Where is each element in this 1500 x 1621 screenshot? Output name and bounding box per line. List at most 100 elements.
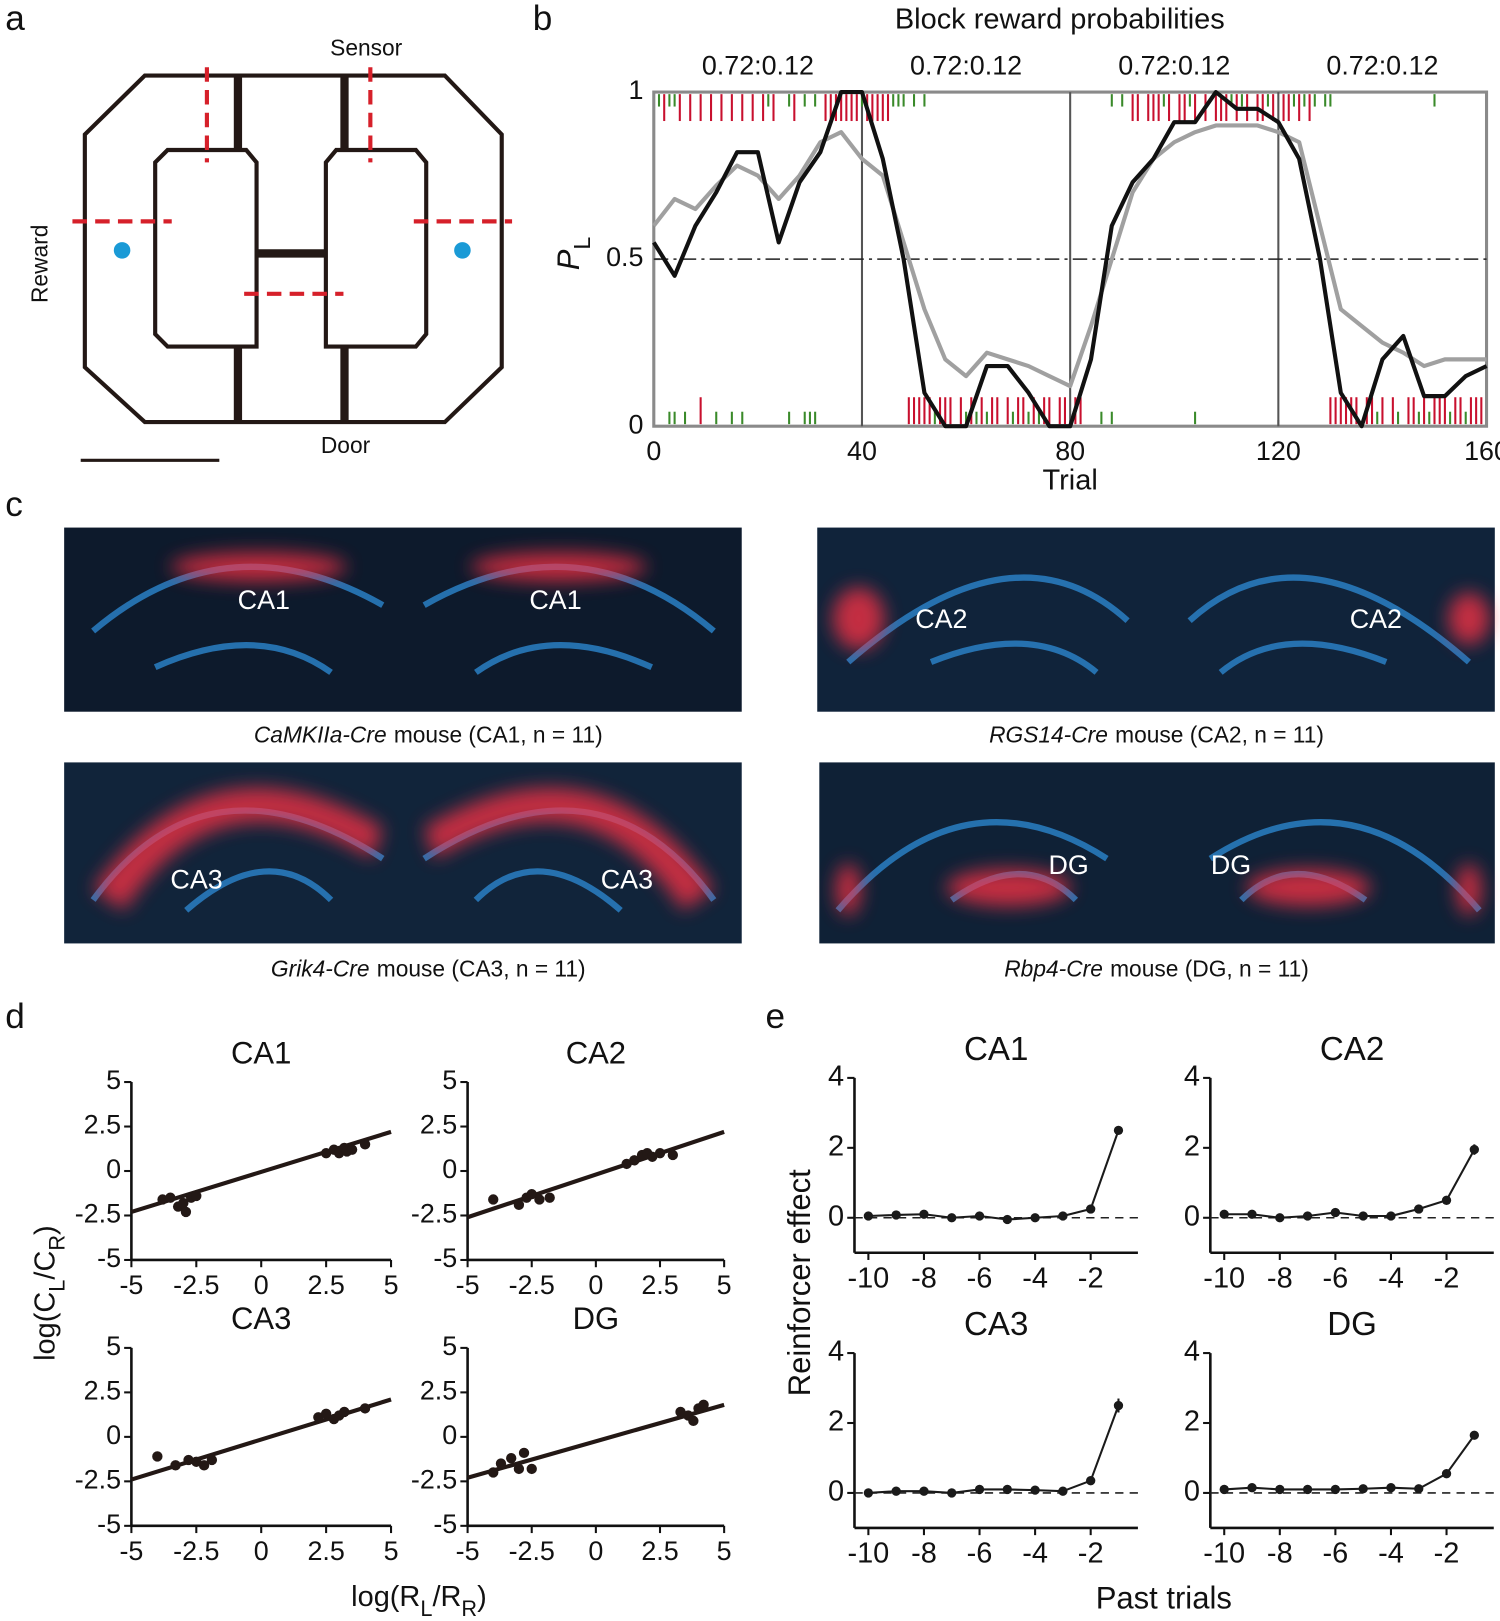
y-tick-label: 0 <box>1184 1476 1200 1508</box>
x-tick-label: -2 <box>1078 1537 1104 1569</box>
point <box>513 1463 525 1475</box>
point <box>152 1451 163 1462</box>
x-tick-label: 5 <box>384 1270 399 1300</box>
point <box>1275 1213 1285 1223</box>
x-tick-label: 160 <box>1464 436 1500 466</box>
x-tick-label: -2.5 <box>509 1536 555 1566</box>
label-part: ) <box>477 1581 487 1613</box>
image-caption: Grik4-Cre mouse (CA3, n = 11) <box>271 955 586 981</box>
y-tick-label: 2 <box>828 1130 844 1162</box>
chart: -10 -8 -6 -4 -2 0 2 4 CA1 <box>828 1031 1138 1294</box>
point <box>974 1211 985 1221</box>
x-tick-label: 5 <box>717 1536 732 1566</box>
point <box>1330 1207 1341 1218</box>
point <box>495 1458 507 1469</box>
chart-title: Block reward probabilities <box>895 3 1225 35</box>
point <box>165 1192 176 1203</box>
chart: -5 -2.5 0 2.5 5 -5 -2.5 0 2.5 5 CA1 <box>75 1035 399 1300</box>
x-tick-label: -4 <box>1378 1537 1404 1569</box>
point <box>947 1488 957 1498</box>
label-part: L <box>45 1280 70 1292</box>
y-tick-label: -2.5 <box>75 1464 121 1494</box>
point <box>1302 1211 1313 1221</box>
x-tick-label: 0 <box>254 1536 269 1566</box>
panel-label: a <box>5 0 25 38</box>
point <box>206 1454 218 1466</box>
region-label: CA1 <box>238 585 290 615</box>
point <box>191 1190 202 1202</box>
point <box>313 1412 324 1423</box>
maze-label: Door <box>321 432 371 458</box>
chart: -10 -8 -6 -4 -2 0 2 4 CA3 <box>828 1306 1138 1569</box>
point <box>863 1488 874 1498</box>
y-tick-label: 2 <box>1184 1406 1200 1438</box>
label-part: L <box>569 237 595 250</box>
panel-label: c <box>5 485 23 524</box>
point <box>1030 1485 1040 1495</box>
y-tick-label: -2.5 <box>75 1199 121 1229</box>
point <box>1058 1486 1068 1496</box>
x-tick-label: -2.5 <box>509 1270 555 1300</box>
panel-label: d <box>5 997 25 1036</box>
region-label: CA1 <box>529 585 581 615</box>
y-tick-label: 4 <box>828 1336 844 1368</box>
label-part: log(C <box>29 1292 61 1361</box>
point <box>1441 1195 1452 1205</box>
block-label: 0.72:0.12 <box>1326 50 1438 80</box>
x-tick-label: 2.5 <box>307 1536 344 1566</box>
x-tick-label: -4 <box>1022 1262 1048 1294</box>
region-label: CA3 <box>170 864 222 894</box>
point <box>526 1463 537 1475</box>
point <box>1113 1125 1124 1136</box>
point <box>675 1406 686 1418</box>
point <box>919 1486 929 1496</box>
region-label: CA2 <box>915 604 967 634</box>
point <box>1414 1204 1424 1214</box>
series-line <box>868 1405 1120 1494</box>
caption-gene: Rbp4-Cre <box>1004 955 1103 981</box>
point <box>1247 1483 1257 1493</box>
x-tick-label: 2.5 <box>641 1536 678 1566</box>
y-tick-label: 0 <box>442 1420 457 1450</box>
region-label: CA3 <box>601 864 653 894</box>
x-tick-label: -6 <box>1323 1537 1349 1569</box>
x-tick-label: 0 <box>254 1270 269 1300</box>
point <box>1469 1144 1479 1155</box>
point <box>1086 1204 1096 1214</box>
chart: -10 -8 -6 -4 -2 0 2 4 CA2 <box>1184 1031 1494 1294</box>
y-tick-label: 0 <box>106 1420 121 1450</box>
block-label: 0.72:0.12 <box>1118 50 1230 80</box>
point <box>320 1408 332 1419</box>
point <box>1058 1211 1068 1221</box>
chart: -5 -2.5 0 2.5 5 -5 -2.5 0 2.5 5 DG <box>411 1301 732 1566</box>
maze <box>72 67 513 462</box>
y-tick-label: -2.5 <box>411 1464 457 1494</box>
point <box>488 1194 499 1205</box>
y-tick-label: 0 <box>442 1154 457 1184</box>
x-tick-label: -8 <box>1267 1262 1293 1294</box>
chart-title: DG <box>573 1301 620 1336</box>
x-tick-label: -8 <box>911 1537 937 1569</box>
point <box>1330 1484 1341 1495</box>
x-tick-label: -8 <box>911 1262 937 1294</box>
x-tick-label: 40 <box>847 436 877 466</box>
chart: -5 -2.5 0 2.5 5 -5 -2.5 0 2.5 5 CA2 <box>411 1035 732 1300</box>
y-tick-label: -2.5 <box>411 1199 457 1229</box>
x-tick-label: -2 <box>1434 1537 1460 1569</box>
y-tick-label: 0 <box>628 409 643 439</box>
chart-title: CA2 <box>566 1035 626 1070</box>
y-tick-label: 2 <box>1184 1130 1200 1162</box>
point <box>919 1209 929 1219</box>
point <box>1441 1469 1452 1479</box>
y-tick-label: -5 <box>97 1509 121 1539</box>
caption-gene: Grik4-Cre <box>271 955 370 981</box>
x-tick-label: 2.5 <box>307 1270 344 1300</box>
y-tick-label: 5 <box>442 1331 457 1361</box>
y-tick-label: 2.5 <box>84 1375 121 1405</box>
region-label: DG <box>1048 850 1088 880</box>
x-tick-label: 80 <box>1055 436 1085 466</box>
point <box>891 1210 901 1220</box>
chart: -5 -2.5 0 2.5 5 -5 -2.5 0 2.5 5 CA3 <box>75 1301 399 1566</box>
x-tick-label: 0 <box>646 436 661 466</box>
point <box>157 1194 168 1205</box>
